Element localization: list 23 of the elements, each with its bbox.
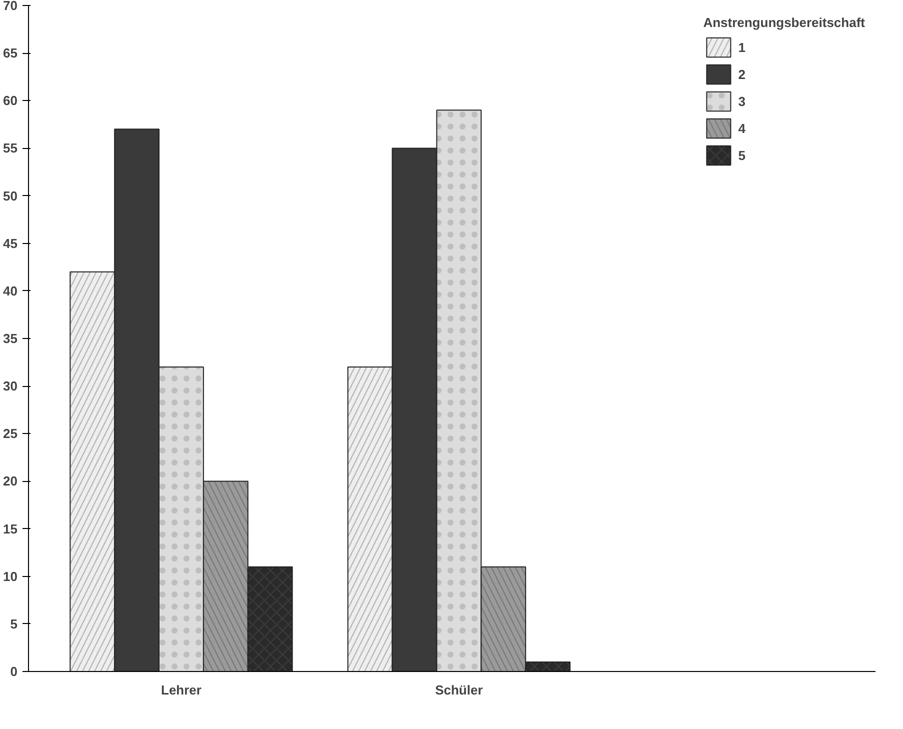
legend-label: 3 — [738, 94, 746, 108]
legend-title: Anstrengungsbereitschaft — [703, 15, 865, 30]
y-tick-label: 60 — [3, 93, 18, 108]
y-tick-label: 70 — [3, 0, 18, 13]
y-tick-label: 50 — [3, 188, 18, 204]
legend-label: 5 — [738, 148, 746, 162]
y-tick-label: 15 — [3, 521, 18, 536]
y-tick-label: 65 — [3, 46, 18, 61]
x-tick-label: Lehrer — [161, 682, 202, 698]
y-tick-label: 10 — [3, 568, 18, 584]
y-tick-label: 20 — [3, 474, 18, 489]
legend-label: 1 — [738, 40, 746, 54]
y-tick-label: 40 — [3, 283, 18, 298]
y-tick-label: 25 — [3, 426, 18, 442]
legend-label: 2 — [738, 66, 746, 82]
y-tick-label: 30 — [3, 378, 18, 394]
y-tick-label: 55 — [3, 140, 18, 156]
x-tick-label: Schüler — [435, 682, 483, 698]
legend-label: 4 — [738, 120, 746, 136]
y-tick-label: 5 — [10, 616, 18, 632]
y-tick-label: 45 — [3, 236, 18, 251]
y-tick-label: 35 — [3, 331, 18, 346]
y-tick-label: 0 — [10, 664, 18, 679]
